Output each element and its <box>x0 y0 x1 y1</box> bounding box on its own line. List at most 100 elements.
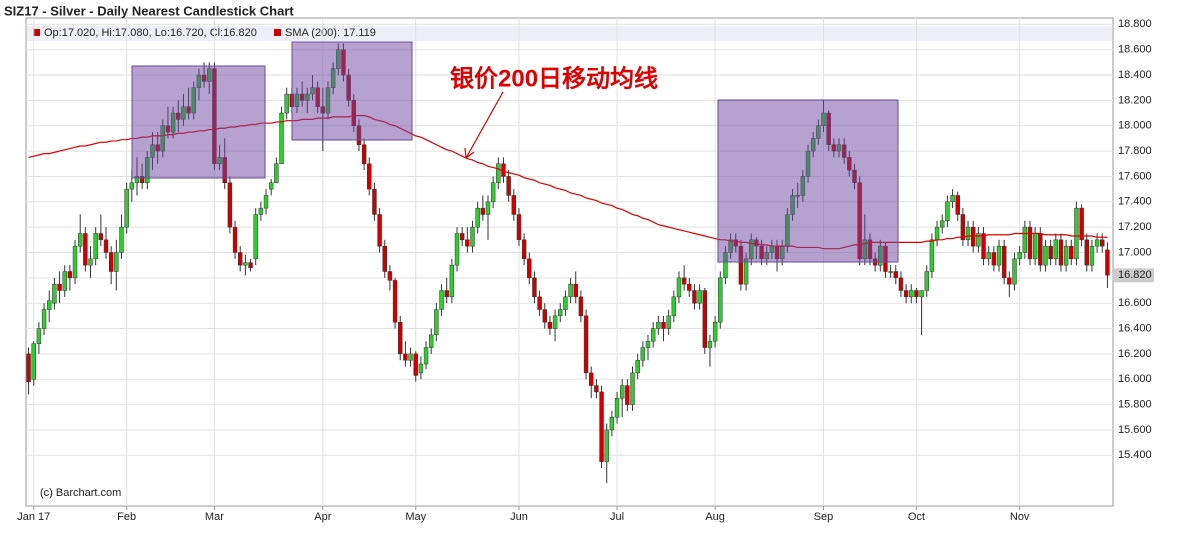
candle-body <box>702 290 708 348</box>
candle-body <box>1007 277 1012 285</box>
candle-body <box>392 280 398 323</box>
candle-body <box>382 245 387 272</box>
candle-body <box>108 252 114 272</box>
candle-body <box>1084 239 1089 266</box>
x-tick-label: Aug <box>705 511 725 523</box>
candle-body <box>490 182 496 203</box>
candle-body <box>1094 239 1100 247</box>
y-tick-label: 17.200 <box>1118 221 1152 233</box>
candle-body <box>532 277 537 298</box>
highlight-box <box>131 65 266 179</box>
candle-body <box>1100 239 1105 247</box>
candle-body <box>568 283 573 298</box>
candle-body <box>403 353 408 361</box>
candle-body <box>227 182 233 228</box>
candle-body <box>263 195 269 209</box>
candle-body <box>1043 245 1048 266</box>
candle-body <box>41 309 47 329</box>
legend-sma: SMA (200): 17.119 <box>285 27 376 39</box>
candle-body <box>909 290 914 298</box>
candle-body <box>88 258 93 266</box>
candle-body <box>114 252 119 272</box>
candle-body <box>563 296 568 310</box>
candle-body <box>248 262 253 268</box>
y-tick-label: 18.600 <box>1118 44 1152 56</box>
y-tick-label: 15.600 <box>1118 424 1152 436</box>
candle-body <box>656 321 661 329</box>
candle-body <box>62 271 67 291</box>
candle-body <box>253 214 258 260</box>
candle-body <box>511 195 517 215</box>
candle-body <box>950 195 955 203</box>
last-price-label: 16.820 <box>1118 269 1152 281</box>
candle-body <box>976 233 981 247</box>
candle-body <box>981 233 986 260</box>
candle-body <box>423 347 429 365</box>
candle-body <box>465 239 470 247</box>
candle-body <box>454 233 460 266</box>
last-price-box <box>1114 268 1154 283</box>
candle-body <box>1063 245 1069 266</box>
candle-body <box>903 290 909 298</box>
candle-body <box>470 226 475 247</box>
candle-body <box>945 201 950 222</box>
y-tick-label: 15.800 <box>1118 399 1152 411</box>
candle-body <box>26 353 31 383</box>
legend-swatch <box>274 29 281 36</box>
candle-body <box>258 207 264 215</box>
candle-body <box>367 163 372 190</box>
candle-body <box>428 334 434 348</box>
candle-body <box>372 188 377 215</box>
candle-body <box>1027 226 1033 260</box>
candle-body <box>718 277 723 323</box>
candle-body <box>625 385 630 405</box>
candle-body <box>268 182 274 190</box>
y-tick-label: 18.000 <box>1118 120 1152 132</box>
x-tick-label: Nov <box>1010 511 1030 523</box>
candle-body <box>103 239 109 253</box>
candle-body <box>57 283 62 291</box>
candle-body <box>614 398 620 418</box>
candle-body <box>537 296 542 310</box>
candle-body <box>521 239 527 260</box>
candle-body <box>444 290 449 298</box>
x-tick-label: Jul <box>610 511 624 523</box>
candle-body <box>681 277 687 285</box>
x-tick-label: Apr <box>314 511 331 523</box>
candle-body <box>712 321 718 342</box>
candle-body <box>387 271 393 281</box>
candle-body <box>418 363 424 374</box>
candle-body <box>439 290 444 310</box>
candle-body <box>279 112 284 165</box>
candle-body <box>578 296 584 317</box>
y-tick-label: 16.000 <box>1118 373 1152 385</box>
candle-body <box>589 372 594 386</box>
y-tick-label: 15.400 <box>1118 449 1152 461</box>
candle-body <box>697 290 702 304</box>
plot-frame <box>25 17 1114 507</box>
candle-body <box>893 271 898 279</box>
candle-body <box>970 226 976 247</box>
candle-body <box>408 353 413 361</box>
candle-body <box>398 321 403 355</box>
candle-body <box>965 226 971 241</box>
candle-body <box>67 271 73 279</box>
candle-body <box>914 290 919 298</box>
candle-body <box>558 309 563 317</box>
candle-body <box>516 214 522 241</box>
candle-body <box>1038 233 1043 266</box>
candle-body <box>1058 239 1064 266</box>
y-tick-label: 18.200 <box>1118 94 1152 106</box>
candle-body <box>671 296 677 317</box>
x-tick-label: Sep <box>814 511 834 523</box>
chart-title: SIZ17 - Silver - Daily Nearest Candlesti… <box>4 3 294 18</box>
candle-body <box>284 93 289 114</box>
candle-body <box>609 417 615 431</box>
annotation-arrow <box>465 91 504 159</box>
legend-swatch <box>33 29 40 36</box>
candle-body <box>640 347 646 361</box>
candle-body <box>919 290 924 298</box>
candle-body <box>129 182 135 190</box>
candle-body <box>434 309 439 336</box>
candle-body <box>996 245 1002 266</box>
